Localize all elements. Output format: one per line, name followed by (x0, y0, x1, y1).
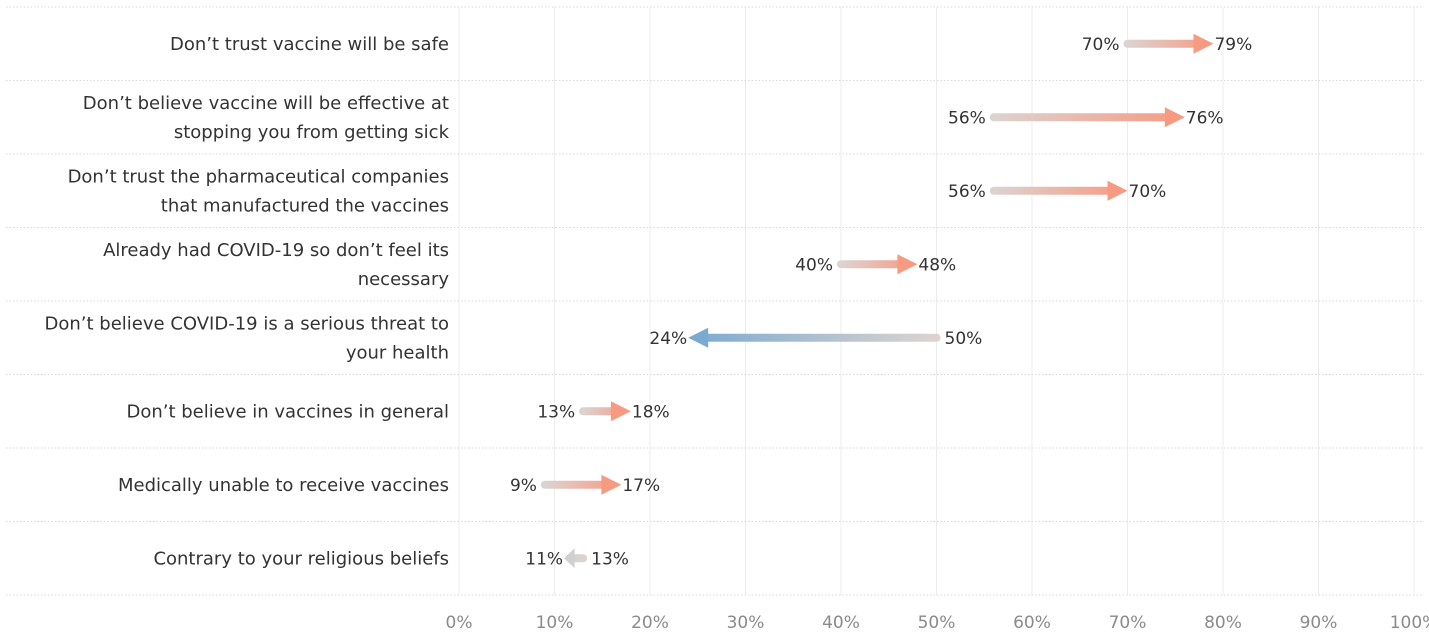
category-label: Already had COVID-19 so don’t feel its ne… (103, 240, 449, 290)
x-tick-label: 90% (1300, 613, 1338, 633)
category-label: Medically unable to receive vaccines (118, 475, 449, 496)
x-tick-label: 80% (1204, 613, 1242, 633)
arrow-head (1164, 107, 1185, 128)
x-tick-label: 60% (1013, 613, 1051, 633)
arrow-head (688, 327, 709, 348)
x-tick-label: 20% (631, 613, 669, 633)
start-value-label: 50% (945, 329, 983, 349)
arrow-head (610, 401, 631, 422)
start-value-label: 13% (591, 549, 629, 569)
x-tick-label: 40% (822, 613, 860, 633)
arrow-head (1193, 33, 1214, 54)
category-label: Don’t believe vaccine will be effective … (83, 93, 450, 143)
start-value-label: 70% (1082, 35, 1120, 55)
end-value-label: 79% (1214, 35, 1252, 55)
x-axis-ticks: 0% 10% 20% 30% 40% 50% 60% 70% 80% 90% 100% (446, 613, 1429, 633)
value-labels: 70% 79% 56% 76% 56% 70% 40% 48% 50% 24% 13% 18% 9% 17… (510, 35, 1252, 570)
start-value-label: 56% (948, 108, 986, 128)
arrows (540, 33, 1214, 569)
arrow-head (1107, 180, 1128, 201)
start-value-label: 9% (510, 476, 537, 496)
x-tick-label: 100% (1390, 613, 1429, 633)
category-label: Don’t believe COVID-19 is a serious thre… (45, 313, 449, 363)
end-value-label: 48% (918, 255, 956, 275)
category-label: Contrary to your religious beliefs (153, 548, 449, 569)
end-value-label: 76% (1186, 108, 1224, 128)
x-tick-label: 70% (1109, 613, 1147, 633)
start-value-label: 56% (948, 182, 986, 202)
row-labels: Don’t trust vaccine will be safe Don’t be… (45, 34, 450, 570)
x-tick-label: 10% (536, 613, 574, 633)
x-tick-label: 50% (918, 613, 956, 633)
category-label: Don’t believe in vaccines in general (126, 401, 449, 422)
arrow-head (564, 548, 575, 569)
arrow-head (601, 474, 622, 495)
category-label: Don’t trust the pharmaceutical companies… (68, 166, 449, 216)
end-value-label: 18% (632, 402, 670, 422)
start-value-label: 40% (795, 255, 833, 275)
category-label: Don’t trust vaccine will be safe (170, 34, 449, 55)
x-tick-label: 30% (727, 613, 765, 633)
end-value-label: 11% (525, 549, 563, 569)
x-tick-label: 0% (446, 613, 473, 633)
end-value-label: 17% (622, 476, 660, 496)
end-value-label: 70% (1129, 182, 1167, 202)
start-value-label: 13% (537, 402, 575, 422)
end-value-label: 24% (649, 329, 687, 349)
grid-layer (458, 7, 1415, 595)
arrow-head (897, 254, 918, 275)
